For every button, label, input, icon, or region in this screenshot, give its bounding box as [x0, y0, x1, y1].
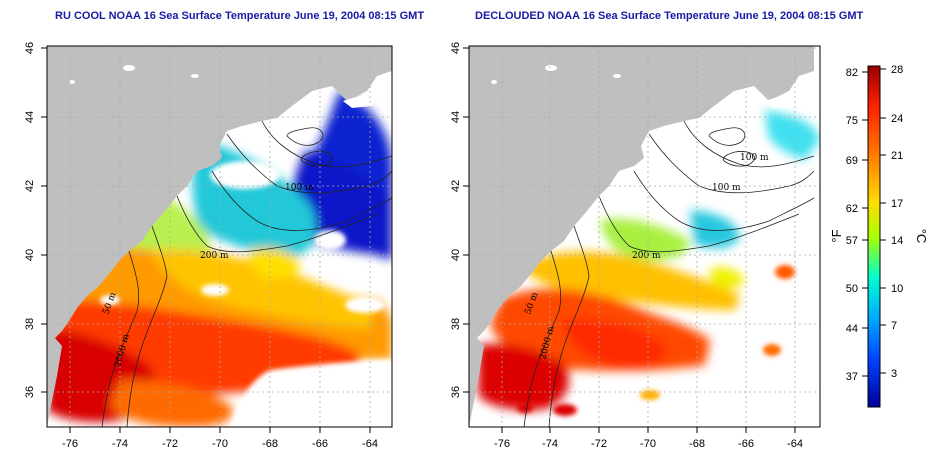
fahrenheit-tick-label: 37: [846, 371, 858, 383]
colorbar-ticks: [862, 68, 886, 377]
right-sst-field: [478, 110, 820, 416]
left-contour-label-100m: 100 m: [285, 183, 314, 193]
right-contour-label-100m-b: 100 m: [712, 183, 741, 193]
right-x-tick-label: -72: [591, 438, 607, 450]
fahrenheit-tick-label: 62: [846, 203, 858, 215]
right-y-tick-label: 42: [450, 180, 462, 192]
left-x-tick-label: -66: [312, 438, 328, 450]
right-x-tick-label: -68: [689, 438, 705, 450]
celsius-tick-label: 14: [891, 235, 903, 247]
celsius-tick-label: 24: [891, 113, 903, 125]
celsius-tick-label: 21: [891, 150, 903, 162]
left-panel-title: RU COOL NOAA 16 Sea Surface Temperature …: [55, 10, 425, 22]
fahrenheit-unit-label: °F: [829, 229, 844, 242]
left-x-tick-label: -70: [212, 438, 228, 450]
left-x-tick-label: -64: [362, 438, 378, 450]
right-x-tick-label: -66: [738, 438, 754, 450]
left-x-tick-label: -74: [112, 438, 128, 450]
right-y-tick-label: 36: [450, 386, 462, 398]
celsius-tick-label: 7: [891, 320, 897, 332]
left-y-tick-label: 46: [24, 42, 36, 54]
right-y-tick-labels: 36 38 40 42 44 46: [450, 42, 462, 398]
fahrenheit-tick-label: 82: [846, 67, 858, 79]
celsius-tick-label: 3: [891, 368, 897, 380]
fahrenheit-tick-label: 69: [846, 155, 858, 167]
left-x-tick-label: -72: [162, 438, 178, 450]
right-y-tick-label: 38: [450, 318, 462, 330]
colorbar-gradient: [867, 65, 881, 408]
left-x-tick-label: -76: [62, 438, 78, 450]
temperature-colorbar: 82 75 69 62 57 50 44 37 28 24 21 17 14 1…: [829, 64, 929, 408]
left-y-tick-label: 40: [24, 249, 36, 261]
celsius-unit-label: °C: [914, 229, 929, 244]
right-gridlines: [469, 46, 820, 427]
right-map-panel: 100 m 100 m 200 m 50 m 2000 m -76 -74 -7…: [450, 42, 821, 450]
right-contour-label-200m: 200 m: [632, 251, 661, 261]
right-y-tick-label: 40: [450, 249, 462, 261]
fahrenheit-tick-labels: 82 75 69 62 57 50 44 37: [846, 67, 858, 383]
left-y-tick-label: 44: [24, 111, 36, 123]
right-x-tick-label: -74: [542, 438, 558, 450]
fahrenheit-tick-label: 75: [846, 115, 858, 127]
celsius-tick-label: 10: [891, 283, 903, 295]
right-x-tick-labels: -76 -74 -72 -70 -68 -66 -64: [494, 438, 803, 450]
left-axis-ticks: [41, 47, 371, 433]
left-contour-label-200m: 200 m: [200, 251, 229, 261]
celsius-tick-label: 17: [891, 198, 903, 210]
fahrenheit-tick-label: 50: [846, 283, 858, 295]
left-x-tick-labels: -76 -74 -72 -70 -68 -66 -64: [62, 438, 378, 450]
right-y-tick-label: 46: [450, 42, 462, 54]
fahrenheit-tick-label: 44: [846, 323, 858, 335]
right-y-tick-label: 44: [450, 111, 462, 123]
right-x-tick-label: -70: [640, 438, 656, 450]
right-contour-label-100m-a: 100 m: [740, 153, 769, 163]
right-axis-ticks: [463, 47, 796, 433]
right-x-tick-label: -76: [494, 438, 510, 450]
left-map-panel: 100 m 200 m 50 m 2000 m -76 -74 -72 -70 …: [24, 42, 393, 450]
left-x-tick-label: -68: [262, 438, 278, 450]
fahrenheit-tick-label: 57: [846, 235, 858, 247]
left-y-tick-label: 38: [24, 318, 36, 330]
left-y-tick-label: 36: [24, 386, 36, 398]
right-panel-title: DECLOUDED NOAA 16 Sea Surface Temperatur…: [475, 10, 864, 22]
left-y-tick-label: 42: [24, 180, 36, 192]
left-gridlines: [47, 46, 392, 427]
right-plot-frame: [468, 45, 821, 428]
celsius-tick-labels: 28 24 21 17 14 10 7 3: [891, 64, 903, 380]
right-x-tick-label: -64: [787, 438, 803, 450]
left-y-tick-labels: 36 38 40 42 44 46: [24, 42, 36, 398]
celsius-tick-label: 28: [891, 64, 903, 76]
